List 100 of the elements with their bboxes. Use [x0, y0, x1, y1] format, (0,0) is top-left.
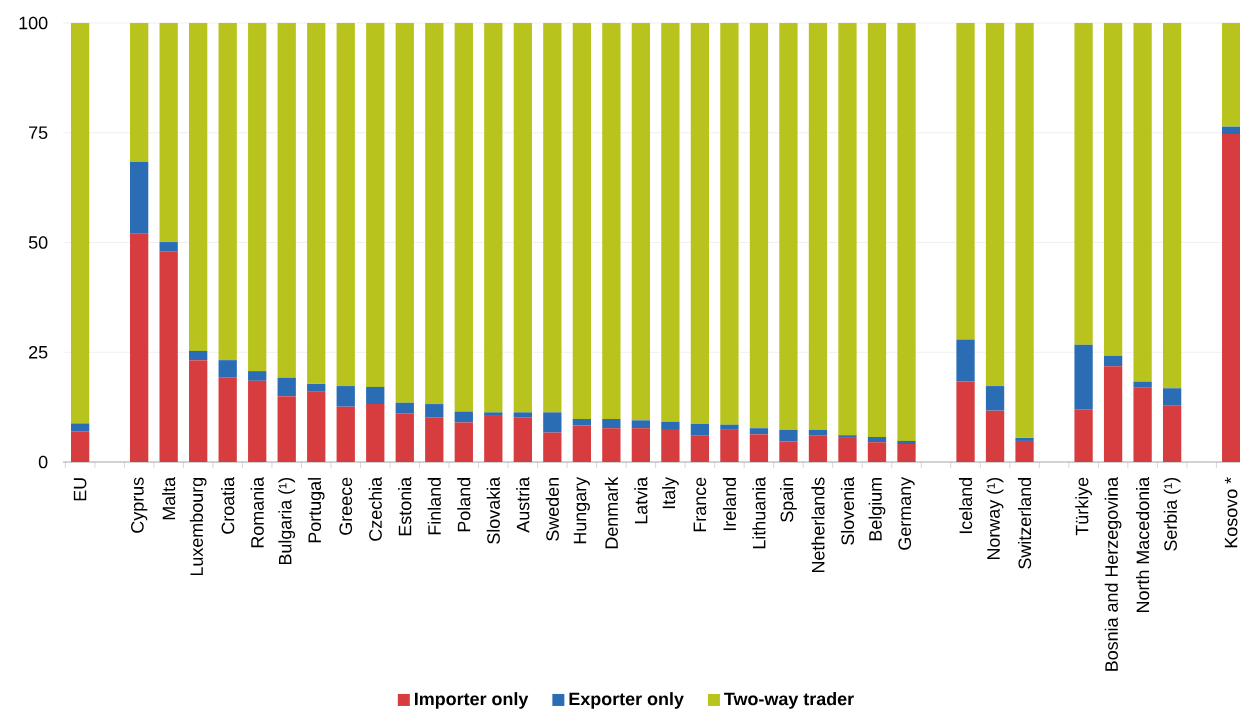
bar	[838, 22, 857, 436]
bar	[366, 22, 385, 387]
bar	[956, 22, 975, 340]
bar	[1133, 387, 1152, 462]
bar	[218, 377, 237, 462]
x-tick-label: Switzerland	[1017, 478, 1032, 569]
bar	[808, 429, 828, 436]
x-tick-label: Serbia (¹)	[1163, 478, 1181, 551]
bar	[454, 22, 473, 412]
bar	[661, 429, 680, 462]
bar	[749, 428, 769, 435]
bar	[484, 22, 503, 413]
bar	[543, 412, 562, 433]
bar	[808, 435, 828, 462]
bar	[985, 410, 1005, 462]
bar	[130, 22, 149, 162]
x-tick-label: Croatia	[221, 476, 235, 534]
y-tick-label: 100	[19, 16, 48, 30]
x-tick-label: Germany	[898, 476, 915, 550]
x-tick-label: Greece	[339, 477, 353, 535]
bar	[661, 421, 680, 430]
bar	[484, 412, 503, 416]
x-tick-label: Ireland	[722, 478, 737, 531]
bar	[779, 441, 798, 462]
x-tick-label: Cyprus	[131, 477, 148, 533]
bar	[1015, 440, 1034, 462]
bar	[336, 22, 355, 387]
x-tick-label: Türkiye	[1075, 477, 1092, 536]
bar	[572, 425, 591, 462]
bar	[248, 380, 267, 462]
x-tick-label: Slovenia	[840, 476, 855, 545]
bar	[867, 22, 887, 437]
bar	[70, 22, 90, 424]
bar	[779, 22, 798, 430]
bar	[897, 22, 916, 441]
bar	[513, 417, 532, 462]
x-tick-label: Netherlands	[811, 477, 825, 573]
x-tick-label: Austria	[516, 476, 530, 533]
x-tick-label: Romania	[250, 476, 264, 548]
x-tick-label: Sweden	[545, 478, 559, 541]
bar	[690, 435, 710, 462]
x-tick-label: Estonia	[398, 476, 412, 536]
x-tick-label: Italy	[662, 476, 679, 509]
x-tick-label: Norway (¹)	[986, 478, 1004, 560]
x-tick-label: Finland	[427, 478, 441, 535]
y-tick-label: 50	[28, 236, 48, 249]
bar	[513, 412, 532, 418]
bar	[1103, 22, 1123, 356]
x-tick-label: France	[693, 477, 707, 532]
x-tick-label: Bulgaria (¹)	[278, 478, 296, 565]
bar	[454, 411, 473, 423]
x-tick-label: Belgium	[868, 478, 886, 541]
x-tick-label: Poland	[457, 478, 471, 532]
bar	[130, 233, 149, 462]
x-tick-label: Portugal	[307, 478, 325, 543]
bar	[130, 161, 149, 234]
x-tick-label: Lithuania	[752, 476, 766, 549]
legend-label: Exporter only	[569, 692, 684, 709]
bar	[808, 22, 828, 430]
bar	[1074, 22, 1093, 345]
bar	[484, 415, 503, 462]
bar	[159, 251, 178, 462]
bar	[395, 413, 414, 462]
bar	[897, 440, 916, 444]
legend-label: Two-way trader	[724, 692, 854, 709]
bar	[1162, 22, 1182, 389]
bar	[867, 442, 887, 462]
bar	[572, 22, 591, 419]
bar	[159, 22, 178, 243]
bar	[70, 423, 90, 432]
bar	[631, 420, 651, 429]
bar	[956, 381, 975, 462]
bar	[1015, 437, 1034, 441]
x-tick-label: Czechia	[368, 476, 382, 541]
bar	[189, 22, 208, 351]
bar	[838, 437, 857, 462]
bar	[1015, 22, 1034, 438]
bar	[631, 428, 651, 462]
bar	[366, 404, 385, 462]
bar	[425, 417, 444, 462]
x-tick-label: Latvia	[634, 476, 648, 524]
bar	[720, 424, 739, 430]
bar	[1103, 355, 1123, 367]
y-tick-label: 75	[29, 126, 48, 140]
bar	[543, 22, 562, 413]
bar	[749, 434, 769, 462]
y-tick-label: 0	[38, 455, 48, 469]
bar	[189, 350, 208, 361]
bar	[720, 429, 739, 462]
bar	[1074, 409, 1093, 462]
bar	[336, 386, 355, 407]
bar	[1222, 22, 1240, 127]
bar	[602, 428, 621, 462]
bar	[572, 418, 591, 426]
bar	[897, 444, 916, 462]
bar	[277, 396, 296, 462]
bar	[985, 22, 1005, 387]
bar	[956, 339, 975, 382]
bar	[1133, 22, 1152, 382]
bar	[985, 386, 1005, 411]
